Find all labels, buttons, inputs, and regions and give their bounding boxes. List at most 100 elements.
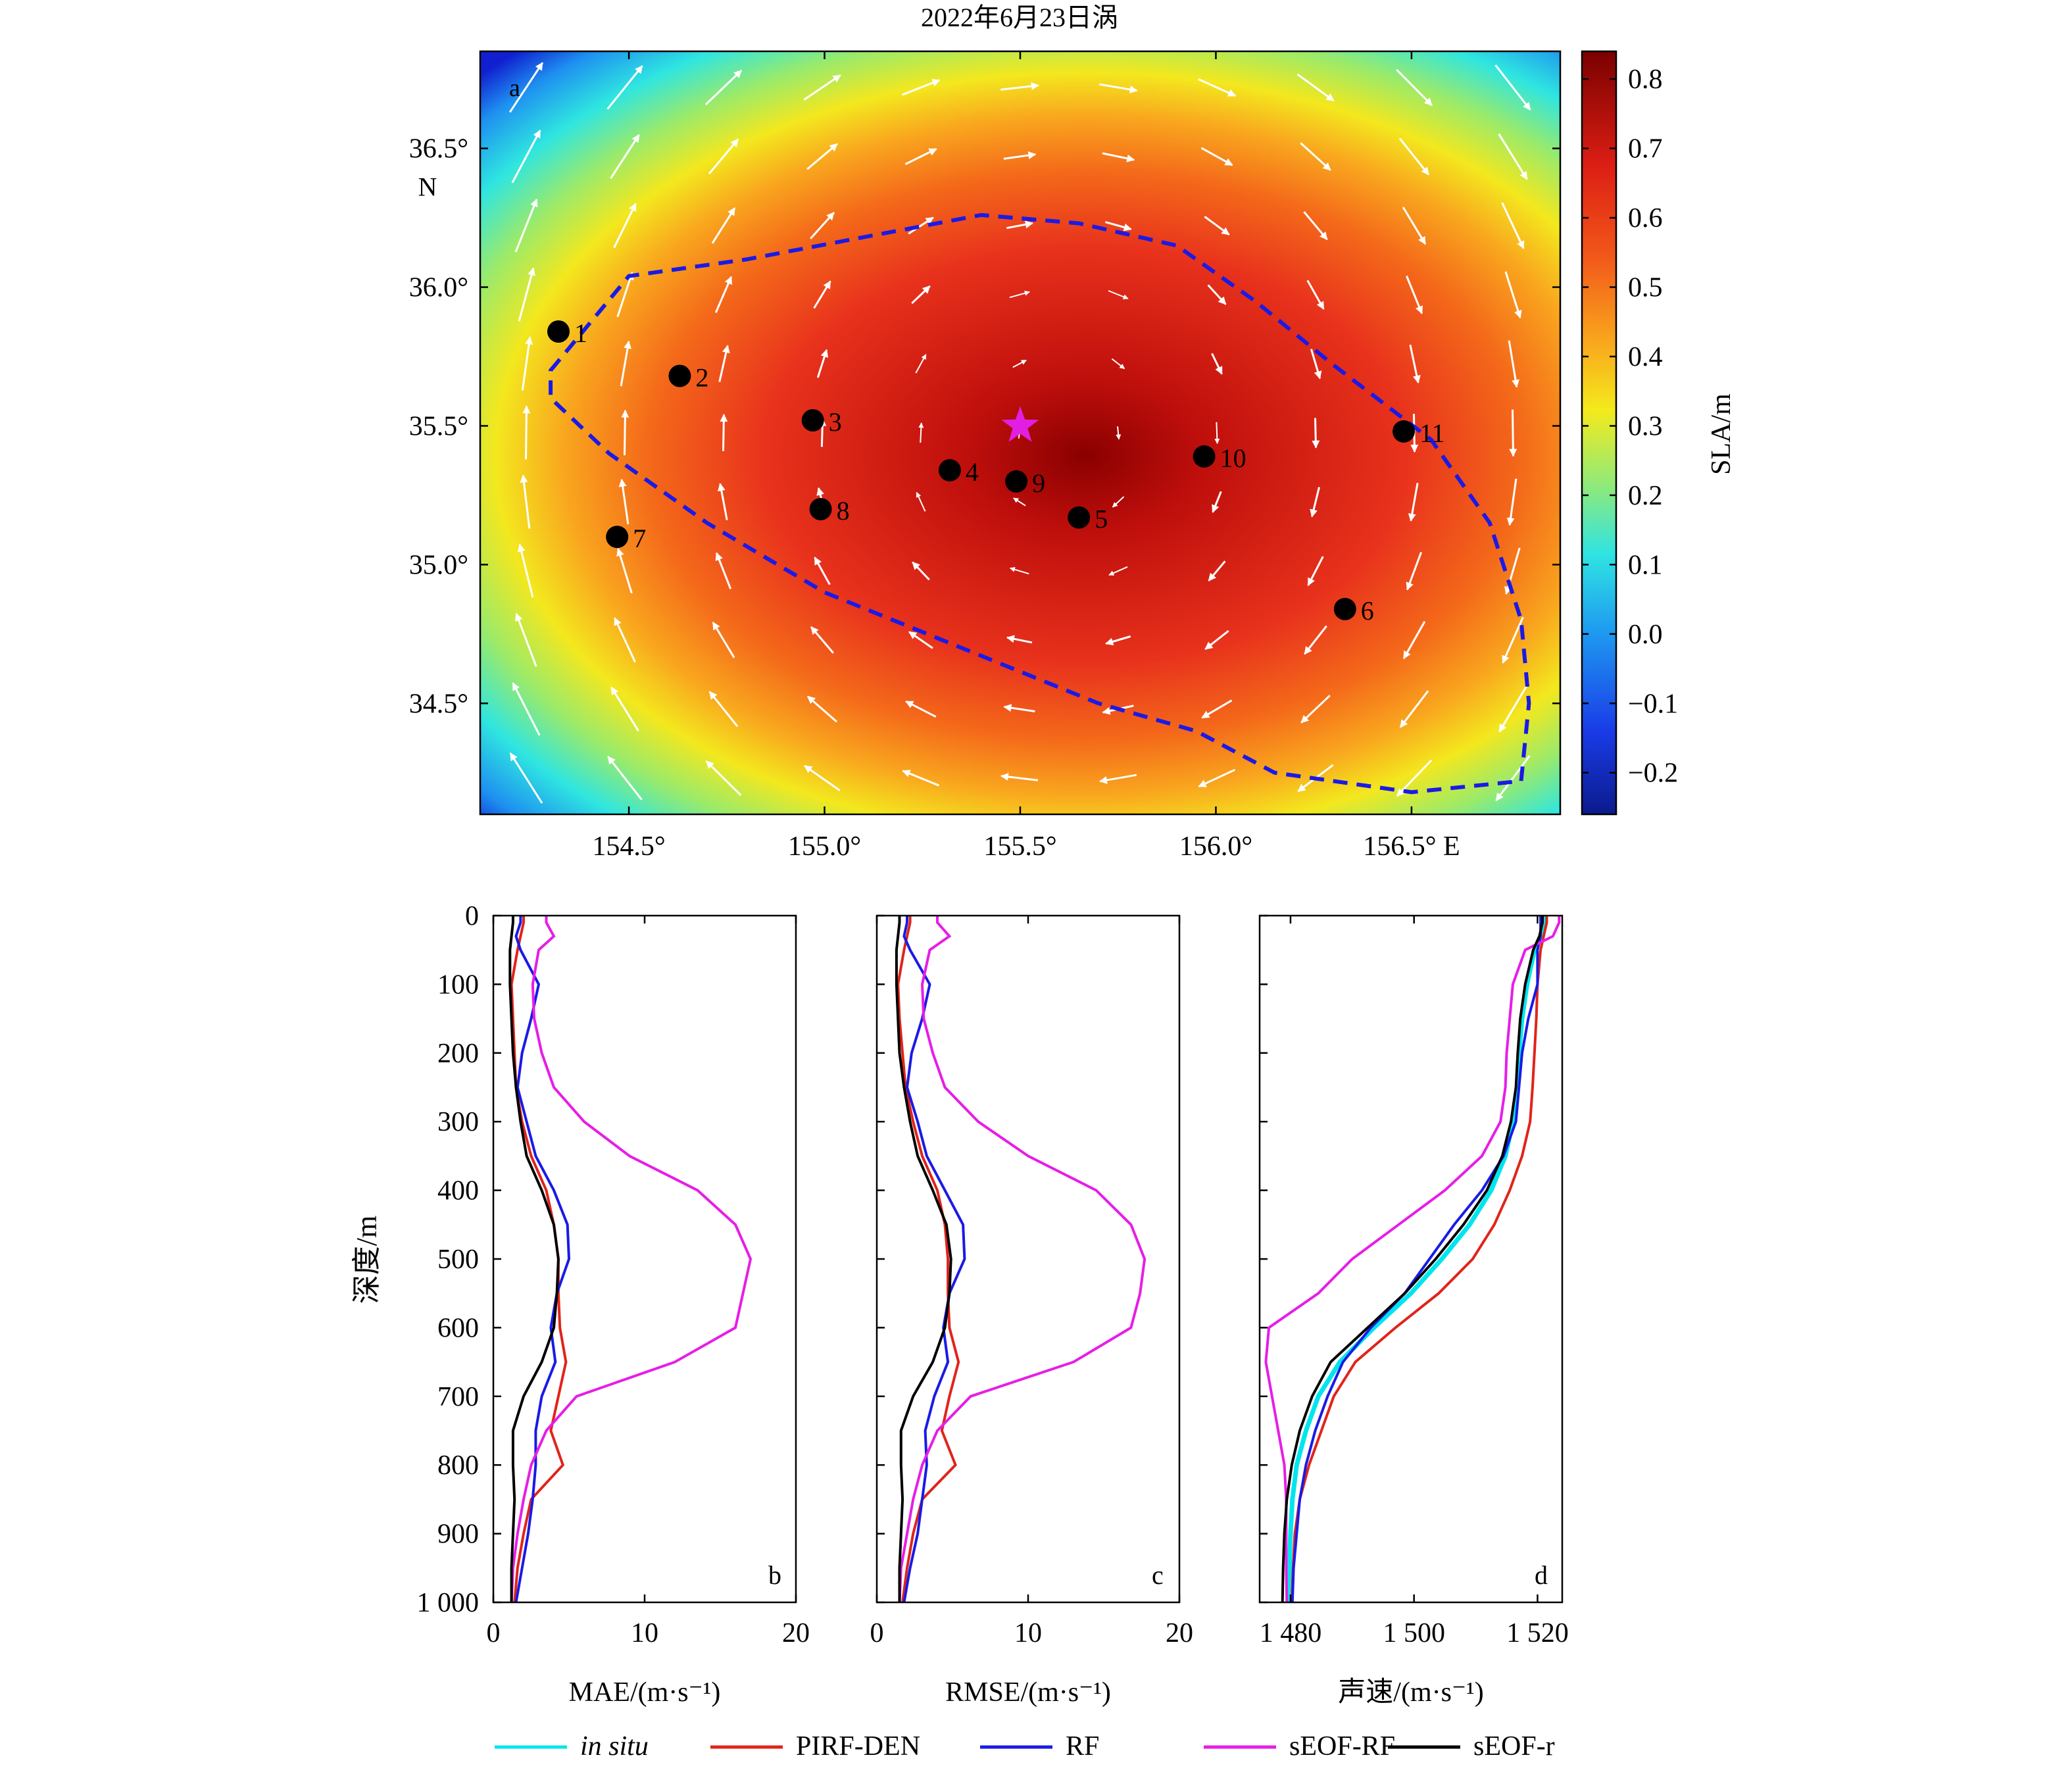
station-marker <box>547 320 570 343</box>
depth-tick-label: 200 <box>437 1039 479 1069</box>
velocity-arrow <box>511 130 541 184</box>
station-marker <box>606 526 629 549</box>
velocity-arrow <box>606 65 643 110</box>
legend-label: PIRF-DEN <box>796 1731 920 1762</box>
velocity-arrow <box>618 478 629 525</box>
colorbar-tick-label: 0.7 <box>1628 134 1663 164</box>
velocity-arrow <box>1501 202 1525 249</box>
velocity-arrow <box>712 622 735 658</box>
xtick-label: 1 500 <box>1383 1618 1445 1648</box>
velocity-arrow <box>1105 221 1132 232</box>
velocity-arrow <box>1000 82 1039 91</box>
velocity-arrow <box>518 267 535 322</box>
velocity-arrow <box>607 756 643 801</box>
velocity-arrow <box>1509 409 1517 457</box>
velocity-arrow <box>1212 491 1222 513</box>
velocity-arrow <box>905 700 937 718</box>
series-line-pirf-den <box>897 916 960 1603</box>
colorbar-tick-label: −0.1 <box>1628 689 1678 719</box>
series-line-seof-rf <box>898 916 1147 1603</box>
velocity-arrow <box>1207 284 1227 305</box>
station-marker <box>668 364 691 387</box>
series-line-seof-r <box>508 916 560 1602</box>
velocity-arrow <box>1012 359 1027 368</box>
velocity-arrow <box>1099 83 1138 93</box>
colorbar-tick-label: 0.5 <box>1628 273 1663 303</box>
velocity-arrow <box>616 272 634 318</box>
depth-tick-label: 600 <box>437 1313 479 1343</box>
velocity-arrow <box>1116 426 1122 440</box>
velocity-arrow <box>610 134 640 179</box>
velocity-arrow <box>1502 616 1524 664</box>
velocity-arrow <box>911 285 931 305</box>
series-line-seof-rf <box>1264 916 1561 1603</box>
station-marker <box>801 409 824 432</box>
velocity-arrow <box>1398 137 1430 176</box>
station-marker <box>1005 470 1028 493</box>
velocity-arrow <box>1211 353 1223 375</box>
velocity-arrow <box>1099 774 1137 784</box>
series-line-in-situ <box>1285 916 1546 1603</box>
station-marker <box>1393 420 1415 443</box>
velocity-arrow <box>1201 699 1233 719</box>
map-xtick-label: 156.0° <box>1179 831 1252 862</box>
velocity-arrow <box>610 686 639 731</box>
eddy-center-star <box>1001 406 1039 442</box>
velocity-arrow <box>1402 207 1427 245</box>
velocity-arrow <box>708 138 739 175</box>
station-label: 11 <box>1419 418 1445 448</box>
velocity-arrow <box>508 62 544 113</box>
velocity-arrow <box>512 682 541 736</box>
velocity-arrow <box>1498 685 1527 733</box>
velocity-arrow <box>1204 216 1230 235</box>
map-ytick-label: 35.5° <box>409 411 468 441</box>
velocity-arrow <box>715 552 732 589</box>
velocity-arrow <box>1300 142 1331 171</box>
velocity-arrow <box>915 354 927 374</box>
xtick-label: 1 480 <box>1260 1618 1322 1648</box>
velocity-arrow <box>1310 487 1320 518</box>
velocity-arrow <box>1402 621 1426 660</box>
velocity-arrow <box>1306 280 1325 310</box>
velocity-arrow <box>1296 73 1335 102</box>
figure-title: 2022年6月23日涡 <box>921 3 1118 32</box>
velocity-arrow <box>1504 271 1522 319</box>
velocity-arrow <box>1396 68 1433 107</box>
velocity-arrow <box>1108 290 1129 300</box>
velocity-arrow <box>1006 635 1033 644</box>
velocity-arrow <box>1200 147 1233 166</box>
velocity-arrow <box>908 216 934 235</box>
depth-tick-label: 0 <box>465 901 479 931</box>
xtick-label: 0 <box>487 1618 501 1648</box>
velocity-arrow <box>509 752 543 804</box>
map-ytick-label: 36.0° <box>409 273 468 303</box>
series-line-seof-rf <box>510 916 752 1603</box>
sla-colorbar: 0.8 0.7 0.6 0.5 0.4 0.3 0.2 0.1 0.0 −0.1 −0.2 SLA/… <box>1581 50 1737 816</box>
series-line-seof-r <box>1281 916 1544 1603</box>
velocity-arrow <box>621 409 629 456</box>
xtick-label: 1 520 <box>1506 1618 1569 1648</box>
legend-label: RF <box>1066 1731 1099 1762</box>
series-line-rf <box>1291 916 1542 1603</box>
panel-label-a: a <box>509 74 520 102</box>
legend: in situ PIRF-DEN RF sEOF-RF sEOF-r <box>495 1731 1555 1762</box>
velocity-arrow <box>1495 755 1531 802</box>
station-marker <box>1333 597 1356 620</box>
velocity-arrow <box>1198 768 1236 788</box>
velocity-arrow <box>521 336 533 391</box>
velocity-arrow <box>814 556 831 585</box>
xtick-label: 20 <box>1166 1618 1193 1648</box>
velocity-arrow <box>1013 497 1026 506</box>
eddy-boundary <box>549 212 1531 795</box>
colorbar-tick-label: 0.1 <box>1628 550 1663 580</box>
velocity-arrow <box>902 79 941 96</box>
station-label: 5 <box>1095 505 1108 534</box>
depth-tick-label: 900 <box>437 1519 479 1550</box>
map-xtick-label: 155.5° <box>983 831 1056 862</box>
velocity-arrow <box>912 561 930 581</box>
xaxis-label: RMSE/(m·s⁻¹) <box>945 1677 1111 1708</box>
xaxis-label: MAE/(m·s⁻¹) <box>569 1677 721 1708</box>
xtick-label: 0 <box>870 1618 884 1648</box>
map-xtick-label: 154.5° <box>592 831 665 862</box>
